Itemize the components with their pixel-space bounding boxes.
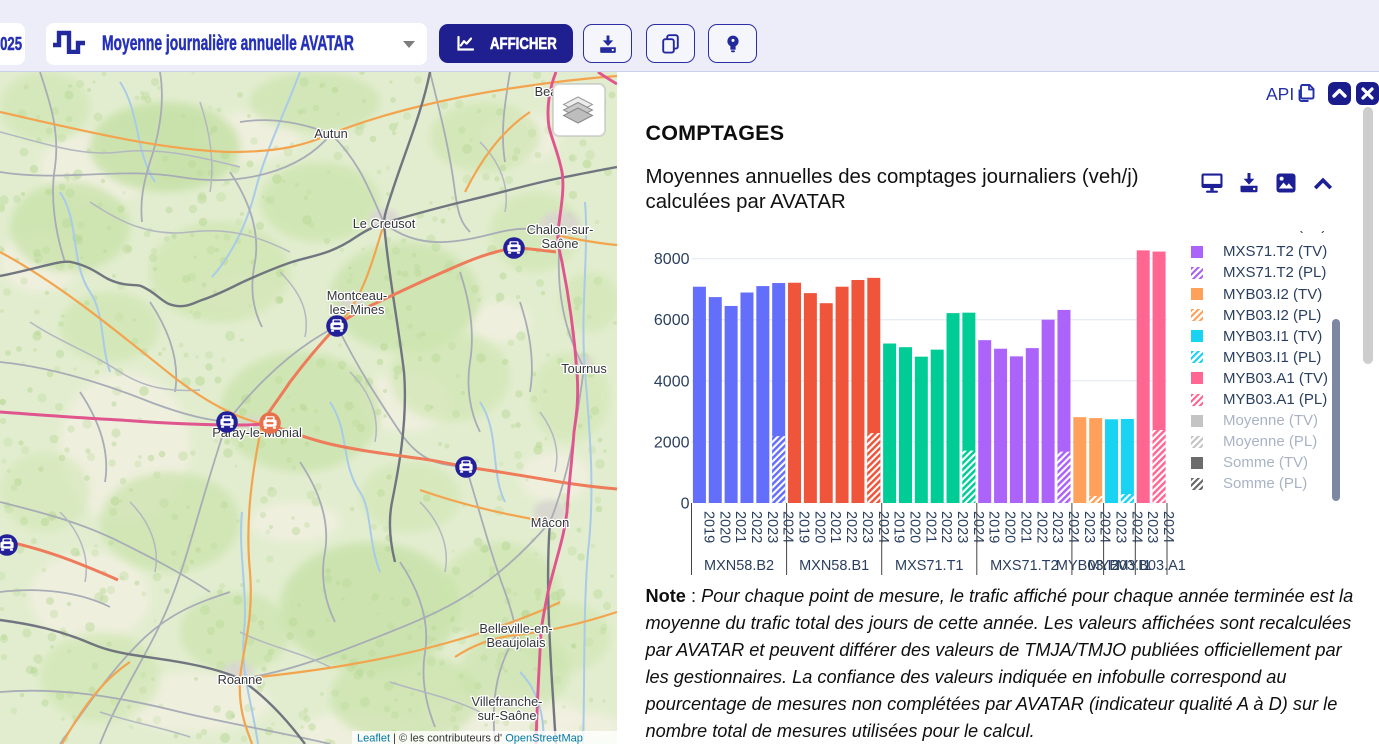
svg-text:MYB03.A1: MYB03.A1 [1116, 558, 1185, 574]
svg-text:2020: 2020 [811, 511, 827, 543]
svg-text:MXN58.B2: MXN58.B2 [704, 558, 774, 574]
svg-text:Autun: Autun [314, 126, 347, 141]
svg-text:2022: 2022 [843, 511, 859, 543]
svg-text:Tournus: Tournus [561, 361, 607, 376]
svg-text:les-Mines: les-Mines [330, 302, 385, 317]
svg-text:sur-Saône: sur-Saône [477, 708, 536, 723]
svg-text:2024: 2024 [970, 511, 986, 543]
svg-text:Saône: Saône [541, 236, 578, 251]
svg-text:Chalon-sur-: Chalon-sur- [527, 222, 594, 237]
svg-text:2021: 2021 [827, 511, 843, 543]
svg-text:Leaflet | © les contributeurs: Leaflet | © les contributeurs d' OpenStr… [357, 733, 583, 744]
svg-text:2019: 2019 [700, 511, 716, 543]
svg-text:Roanne: Roanne [218, 672, 263, 687]
svg-text:2024: 2024 [1160, 511, 1176, 543]
svg-text:2000: 2000 [654, 434, 690, 451]
svg-text:2020: 2020 [1002, 511, 1018, 543]
svg-text:Belleville-en-: Belleville-en- [479, 621, 552, 636]
svg-text:2023: 2023 [954, 511, 970, 543]
svg-text:8000: 8000 [654, 251, 690, 268]
svg-text:Le Creusot: Le Creusot [353, 216, 416, 231]
svg-text:2024: 2024 [780, 511, 796, 543]
svg-text:2022: 2022 [938, 511, 954, 543]
svg-text:Beaujolais: Beaujolais [486, 635, 545, 650]
svg-text:MXN58.B1: MXN58.B1 [799, 558, 869, 574]
svg-text:2023: 2023 [859, 511, 875, 543]
svg-text:MXS71.T1: MXS71.T1 [895, 558, 964, 574]
svg-text:2019: 2019 [891, 511, 907, 543]
svg-text:2020: 2020 [906, 511, 922, 543]
svg-text:0: 0 [681, 496, 690, 513]
svg-text:2022: 2022 [748, 511, 764, 543]
svg-text:Mâcon: Mâcon [531, 515, 569, 530]
svg-text:2024: 2024 [875, 511, 891, 543]
svg-text:2019: 2019 [986, 511, 1002, 543]
svg-text:2020: 2020 [716, 511, 732, 543]
svg-text:2024: 2024 [1128, 511, 1144, 543]
svg-text:2024: 2024 [1065, 511, 1081, 543]
svg-text:2023: 2023 [1081, 511, 1097, 543]
svg-text:2024: 2024 [1097, 511, 1113, 543]
svg-text:4000: 4000 [654, 373, 690, 390]
svg-text:2019: 2019 [796, 511, 812, 543]
svg-text:2021: 2021 [732, 511, 748, 543]
svg-text:6000: 6000 [654, 312, 690, 329]
svg-text:MXS71.T2: MXS71.T2 [990, 558, 1059, 574]
svg-text:Montceau-: Montceau- [327, 288, 387, 303]
svg-text:2023: 2023 [1144, 511, 1160, 543]
svg-text:2021: 2021 [922, 511, 938, 543]
svg-text:2022: 2022 [1033, 511, 1049, 543]
svg-text:2023: 2023 [1113, 511, 1129, 543]
svg-text:2023: 2023 [764, 511, 780, 543]
svg-text:2023: 2023 [1049, 511, 1065, 543]
svg-text:Villefranche-: Villefranche- [472, 694, 543, 709]
svg-text:2021: 2021 [1017, 511, 1033, 543]
